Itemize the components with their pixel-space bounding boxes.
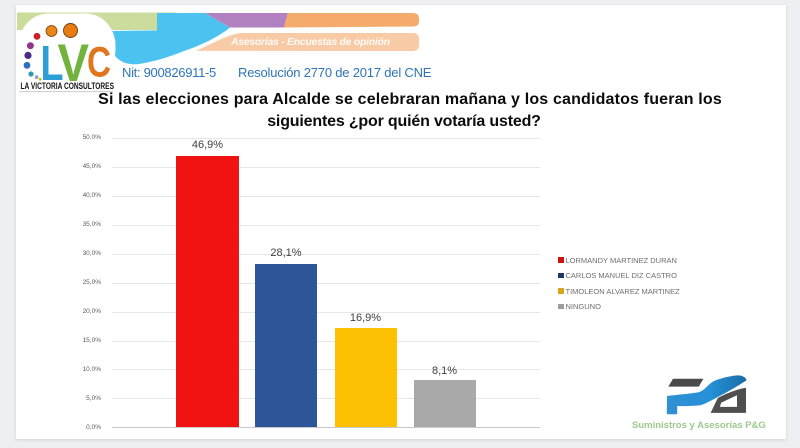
svg-text:C: C: [87, 39, 111, 87]
svg-text:Asesorías - Encuestas de opini: Asesorías - Encuestas de opinión: [230, 36, 390, 48]
svg-text:LA VICTORIA CONSULTORES: LA VICTORIA CONSULTORES: [21, 81, 115, 91]
svg-text:V: V: [58, 34, 90, 93]
svg-text:L: L: [41, 37, 64, 91]
